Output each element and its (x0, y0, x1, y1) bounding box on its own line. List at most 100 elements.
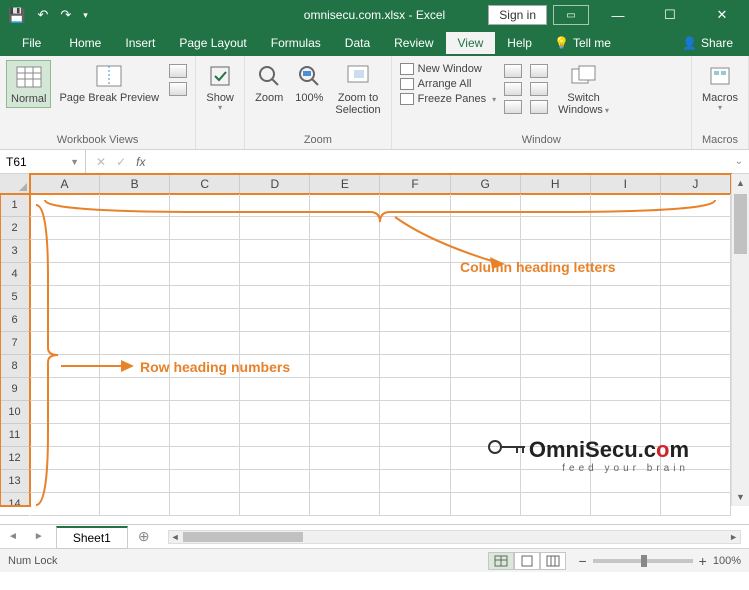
scroll-up-icon[interactable]: ▲ (732, 174, 749, 192)
scroll-right-icon[interactable]: ► (729, 532, 738, 542)
cell[interactable] (240, 447, 310, 470)
cell[interactable] (240, 286, 310, 309)
cell[interactable] (661, 401, 731, 424)
page-break-preview-button[interactable]: Page Break Preview (55, 60, 163, 106)
cell[interactable] (100, 493, 170, 516)
normal-view-button[interactable]: Normal (6, 60, 51, 108)
name-box[interactable]: T61 ▼ (0, 150, 86, 173)
ribbon-display-options-icon[interactable]: ▭ (553, 5, 589, 25)
cell[interactable] (170, 332, 240, 355)
cell[interactable] (30, 424, 100, 447)
cell[interactable] (451, 263, 521, 286)
save-icon[interactable]: 💾 (8, 7, 25, 24)
zoom-out-button[interactable]: − (578, 553, 586, 569)
qat-customize-icon[interactable]: ▾ (83, 10, 88, 21)
redo-icon[interactable]: ↷ (60, 7, 71, 23)
row-head-1[interactable]: 1 (0, 194, 29, 217)
row-head-2[interactable]: 2 (0, 217, 29, 240)
scroll-thumb[interactable] (734, 194, 747, 254)
cell[interactable] (170, 401, 240, 424)
cell[interactable] (310, 263, 380, 286)
cell[interactable] (451, 309, 521, 332)
col-head-A[interactable]: A (30, 174, 100, 193)
cell[interactable] (380, 424, 450, 447)
cell[interactable] (451, 447, 521, 470)
undo-icon[interactable]: ↶ (37, 7, 48, 23)
cell[interactable] (591, 424, 661, 447)
zoom-100-button[interactable]: 100% (291, 60, 327, 106)
row-head-13[interactable]: 13 (0, 470, 29, 493)
cell[interactable] (521, 194, 591, 217)
cell[interactable] (521, 424, 591, 447)
col-head-B[interactable]: B (100, 174, 170, 193)
cell[interactable] (30, 217, 100, 240)
cell[interactable] (30, 332, 100, 355)
cell[interactable] (310, 424, 380, 447)
row-head-7[interactable]: 7 (0, 332, 29, 355)
cell[interactable] (380, 217, 450, 240)
window-mini-group-2[interactable] (528, 60, 550, 118)
cell[interactable] (521, 355, 591, 378)
cell[interactable] (451, 286, 521, 309)
cell[interactable] (310, 401, 380, 424)
cell[interactable] (310, 470, 380, 493)
tab-page-layout[interactable]: Page Layout (167, 32, 258, 54)
tab-file[interactable]: File (6, 32, 57, 54)
cell[interactable] (240, 263, 310, 286)
cell[interactable] (661, 263, 731, 286)
cell[interactable] (30, 355, 100, 378)
cell[interactable] (170, 240, 240, 263)
cell[interactable] (100, 194, 170, 217)
new-window-button[interactable]: New Window (398, 62, 499, 76)
cell[interactable] (451, 240, 521, 263)
cell[interactable] (100, 240, 170, 263)
tab-home[interactable]: Home (57, 32, 113, 54)
cell[interactable] (310, 332, 380, 355)
zoom-button[interactable]: Zoom (251, 60, 287, 106)
cell[interactable] (521, 470, 591, 493)
row-head-9[interactable]: 9 (0, 378, 29, 401)
cell[interactable] (591, 286, 661, 309)
cell[interactable] (591, 401, 661, 424)
cell[interactable] (30, 401, 100, 424)
cell[interactable] (380, 447, 450, 470)
switch-windows-button[interactable]: Switch Windows ▾ (554, 60, 613, 118)
cell[interactable] (310, 286, 380, 309)
cell[interactable] (380, 355, 450, 378)
cell[interactable] (100, 378, 170, 401)
show-button[interactable]: Show ▾ (202, 60, 238, 115)
close-button[interactable]: ✕ (699, 0, 745, 30)
cell[interactable] (451, 493, 521, 516)
scroll-down-icon[interactable]: ▼ (732, 488, 749, 506)
cell[interactable] (521, 493, 591, 516)
cell[interactable] (170, 378, 240, 401)
cell[interactable] (380, 240, 450, 263)
tab-formulas[interactable]: Formulas (259, 32, 333, 54)
cell[interactable] (170, 217, 240, 240)
tab-review[interactable]: Review (382, 32, 445, 54)
cell[interactable] (451, 194, 521, 217)
cell[interactable] (310, 217, 380, 240)
normal-view-shortcut[interactable] (488, 552, 514, 570)
zoom-in-button[interactable]: + (699, 553, 707, 569)
tab-insert[interactable]: Insert (113, 32, 167, 54)
cell[interactable] (310, 194, 380, 217)
cell[interactable] (240, 378, 310, 401)
cell[interactable] (100, 401, 170, 424)
cell[interactable] (380, 286, 450, 309)
arrange-all-button[interactable]: Arrange All (398, 77, 499, 91)
row-head-3[interactable]: 3 (0, 240, 29, 263)
col-head-D[interactable]: D (240, 174, 310, 193)
cell[interactable] (170, 470, 240, 493)
cell[interactable] (451, 470, 521, 493)
sign-in-button[interactable]: Sign in (488, 5, 547, 25)
cell[interactable] (240, 194, 310, 217)
row-head-10[interactable]: 10 (0, 401, 29, 424)
cell[interactable] (170, 355, 240, 378)
cell[interactable] (661, 447, 731, 470)
share-button[interactable]: 👤 Share (672, 32, 743, 54)
zoom-to-selection-button[interactable]: Zoom to Selection (331, 60, 384, 118)
cell[interactable] (240, 355, 310, 378)
cell[interactable] (521, 263, 591, 286)
cell[interactable] (591, 309, 661, 332)
